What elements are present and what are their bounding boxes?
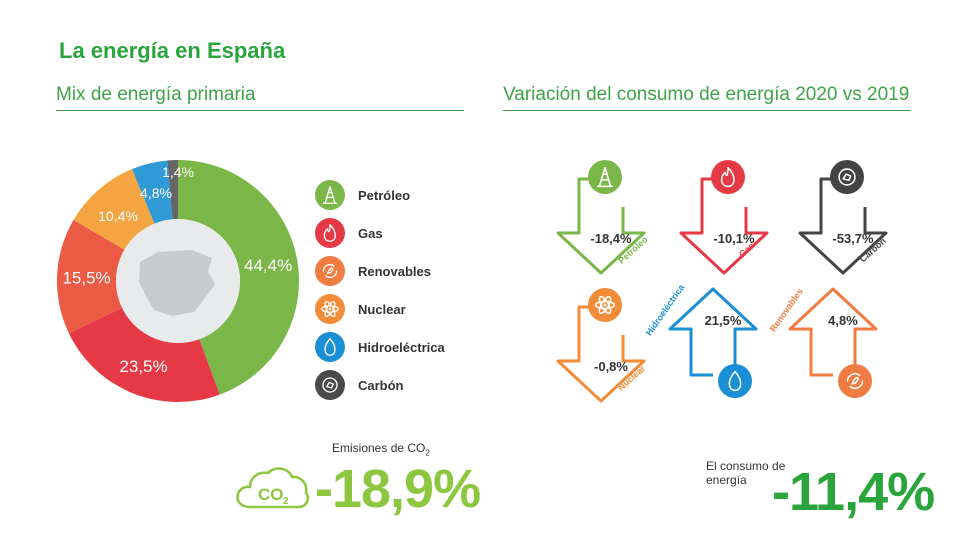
co2-icon-text: CO	[258, 485, 284, 504]
flame-icon	[711, 160, 745, 194]
water-drop-icon	[315, 332, 345, 362]
arrow-down-icon	[556, 288, 646, 403]
variation-section-divider	[503, 110, 911, 111]
page-title: La energía en España	[59, 38, 286, 63]
donut-label: 4,8%	[140, 185, 172, 201]
donut-label: 44,4%	[244, 256, 292, 275]
legend-item: Gas	[314, 214, 445, 252]
consumption-label: El consumo de energía	[706, 459, 786, 488]
variation-item-renovables: 4,8% Renovables	[768, 285, 905, 415]
donut-label: 23,5%	[119, 357, 167, 376]
co2-icon-sub: 2	[283, 496, 289, 507]
arrow-down-icon	[679, 160, 769, 275]
water-drop-icon	[315, 332, 345, 362]
iberia-map-shape	[139, 250, 215, 316]
co2-cloud-icon: CO 2	[236, 467, 310, 509]
donut-slice-carbón	[167, 160, 178, 220]
legend-item: Nuclear	[314, 290, 445, 328]
consumption-value: -11,4%	[772, 462, 935, 522]
arrow-down-icon	[556, 160, 646, 275]
mix-section-divider	[56, 110, 464, 111]
variation-value: 4,8%	[828, 313, 858, 328]
donut-slice-renovables	[56, 220, 125, 334]
donut-slice-nuclear	[73, 169, 155, 250]
water-drop-icon	[718, 364, 752, 398]
mix-section-title: Mix de energía primaria	[56, 84, 256, 105]
legend-item: Carbón	[314, 366, 445, 404]
oil-derrick-icon	[588, 160, 622, 194]
variation-item-carbón: -53,7% Carbón	[795, 157, 915, 287]
recycle-leaf-icon	[838, 364, 872, 398]
variation-item-hidroeléctrica: 21,5% Hidroeléctrica	[644, 283, 785, 415]
legend-item: Renovables	[314, 252, 445, 290]
flame-icon	[315, 218, 345, 248]
arrow-down-icon	[798, 160, 888, 275]
arrow-up-icon	[788, 287, 878, 398]
variation-value: -10,1%	[713, 231, 755, 246]
variation-value: 21,5%	[704, 313, 742, 328]
coal-icon	[315, 370, 345, 400]
donut-slice-petróleo	[178, 160, 299, 395]
flame-icon	[315, 218, 345, 248]
variation-item-gas: -10,1% Gas	[676, 157, 796, 287]
recycle-leaf-icon	[315, 256, 345, 286]
mix-legend: Petróleo Gas Renovables Nuclear Hidroeléctri…	[314, 176, 445, 404]
legend-label: Renovables	[358, 263, 431, 279]
donut-slice-hidroeléctrica	[132, 160, 173, 224]
variation-value: -0,8%	[594, 359, 628, 374]
legend-label: Hidroeléctrica	[358, 339, 445, 355]
legend-item: Petróleo	[314, 176, 445, 214]
oil-derrick-icon	[315, 180, 345, 210]
variation-value: -53,7%	[832, 231, 874, 246]
variation-item-petróleo: -18,4% Petróleo	[553, 157, 673, 287]
legend-label: Nuclear	[358, 301, 406, 317]
donut-label: 10,4%	[98, 208, 138, 224]
coal-icon	[315, 370, 345, 400]
legend-label: Carbón	[358, 377, 404, 393]
variation-value: -18,4%	[590, 231, 632, 246]
recycle-leaf-icon	[315, 256, 345, 286]
donut-label: 1,4%	[162, 164, 194, 180]
emissions-label: Emisiones de CO2	[332, 441, 430, 458]
donut-slices	[56, 160, 299, 402]
legend-label: Gas	[358, 225, 383, 241]
legend-label: Petróleo	[358, 187, 411, 203]
oil-derrick-icon	[315, 180, 345, 210]
emissions-value: -18,9%	[315, 459, 481, 519]
arrow-up-icon	[668, 287, 758, 398]
coal-icon	[830, 160, 864, 194]
donut-label: 15,5%	[62, 268, 110, 287]
atom-icon	[315, 294, 345, 324]
variation-item-nuclear: -0,8% Nuclear	[553, 285, 673, 415]
variation-section-title: Variación del consumo de energía 2020 vs…	[503, 84, 910, 105]
legend-item: Hidroeléctrica	[314, 328, 445, 366]
donut-slice-gas	[68, 307, 220, 402]
